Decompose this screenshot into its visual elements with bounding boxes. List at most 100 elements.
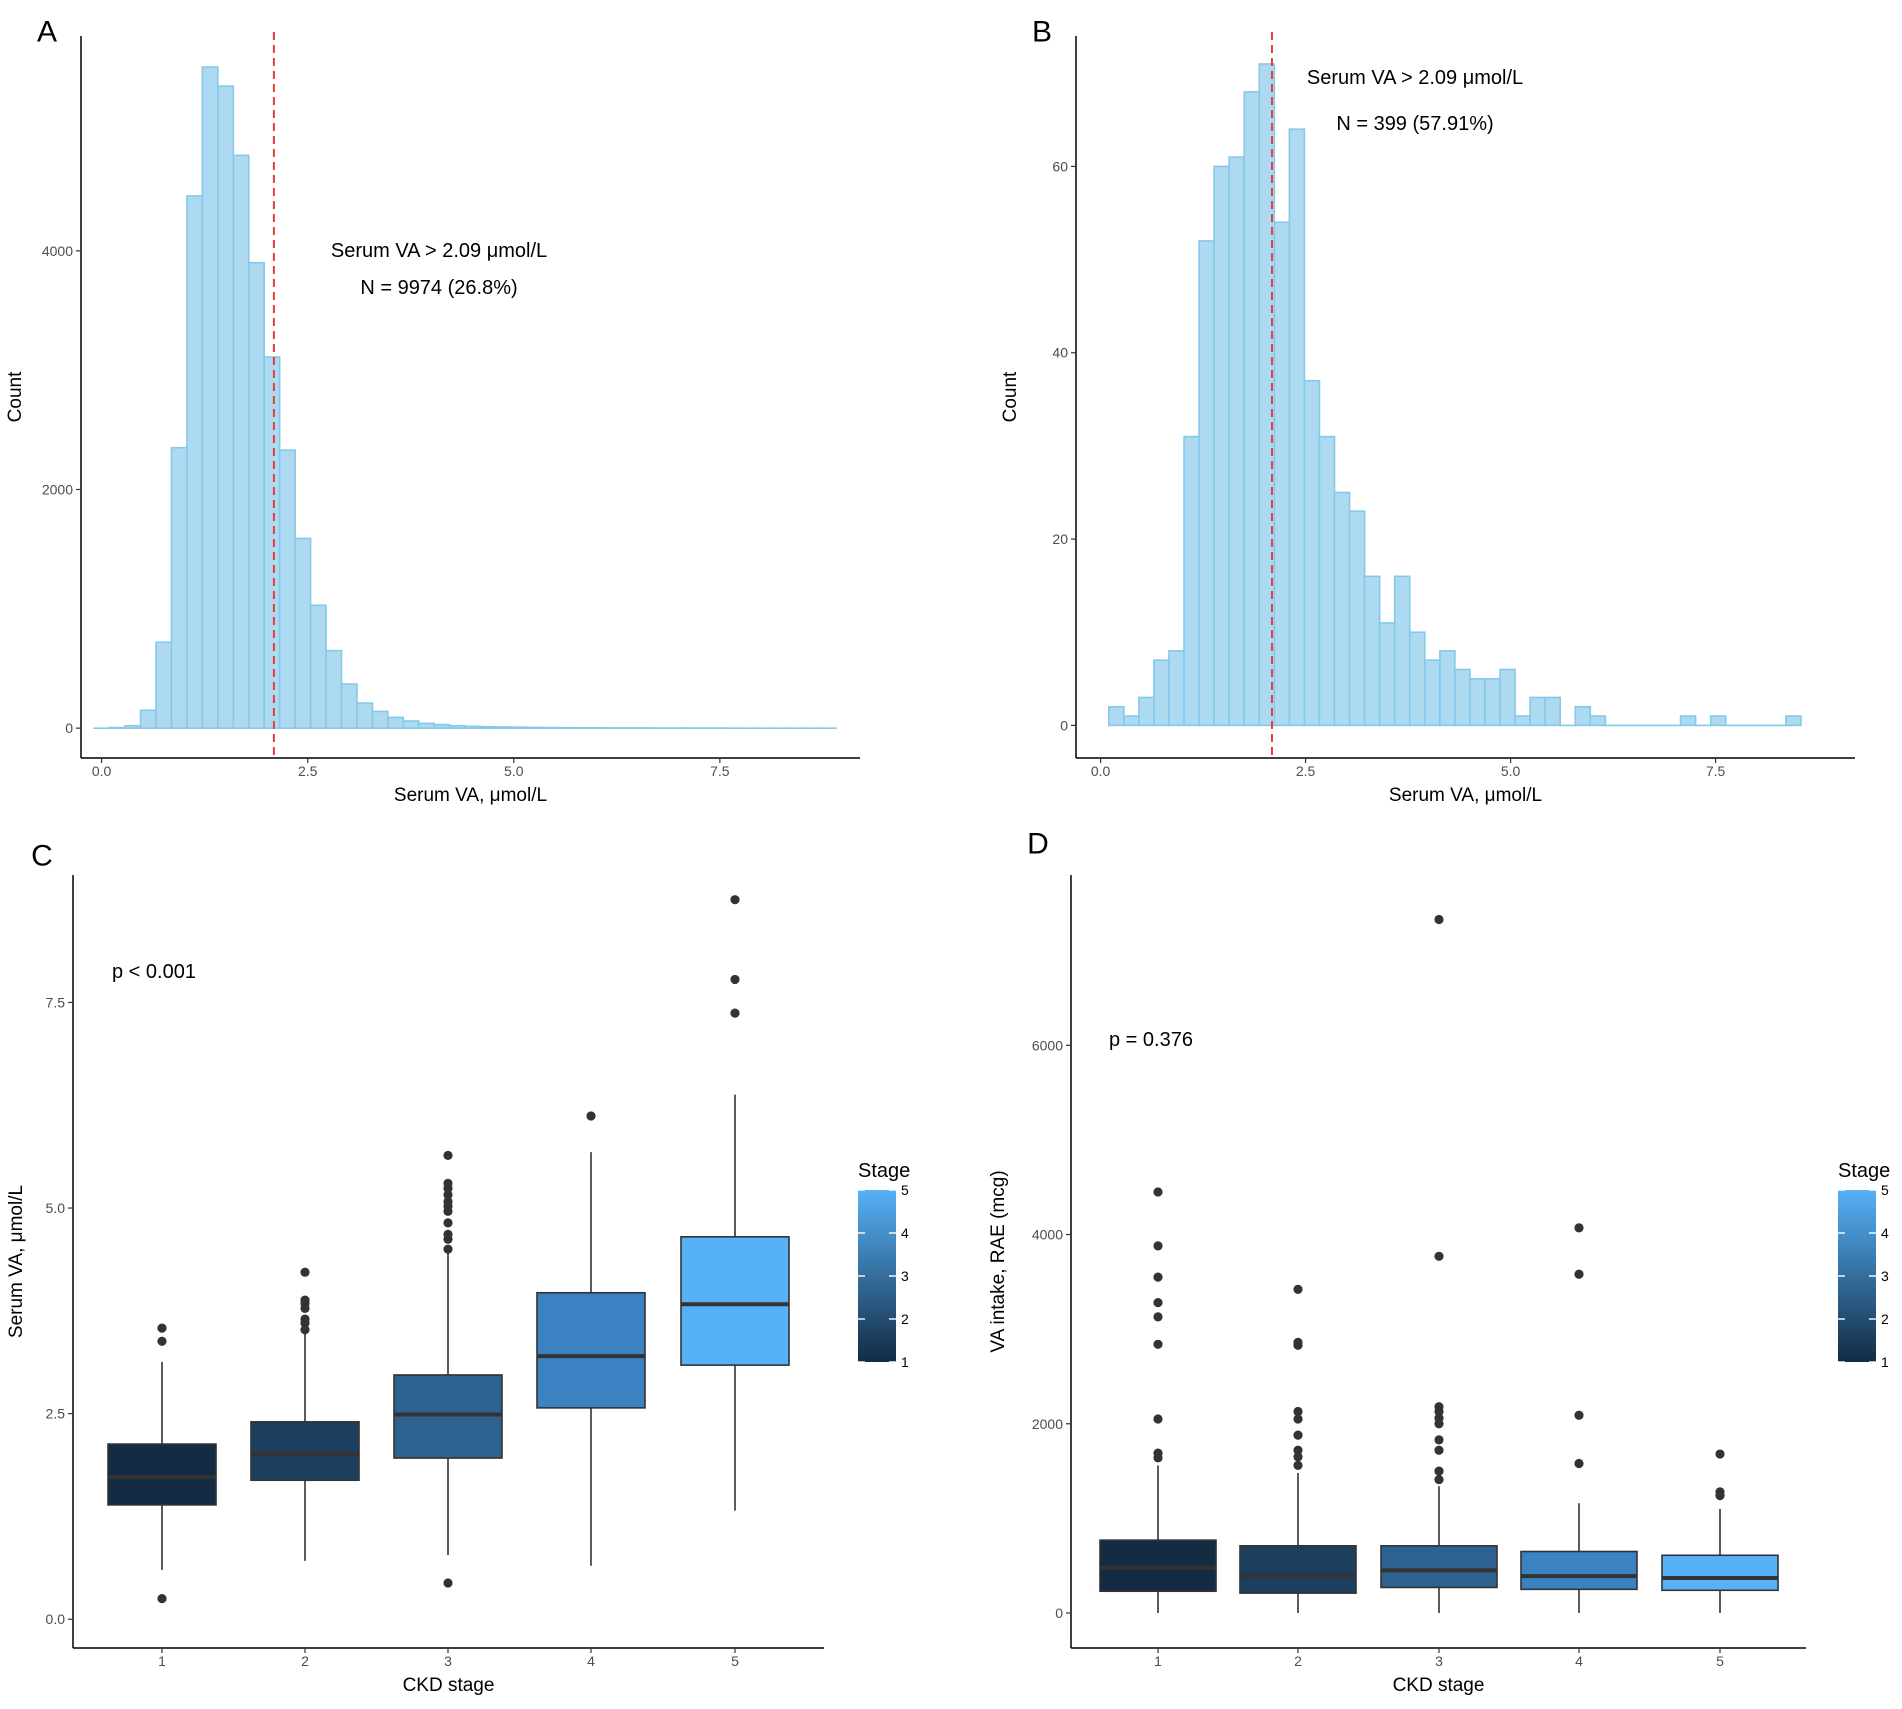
outlier-point (1434, 1435, 1444, 1445)
legend-label: 4 (901, 1225, 909, 1241)
histogram-bar (541, 726, 559, 729)
y-axis-title: Serum VA, μmol/L (6, 1185, 27, 1338)
panel-a-histogram: A 0.0 2.5 5.0 7.5 0 2000 4000 Serum VA, μmol/L Co… (5, 16, 860, 806)
histogram-bar (402, 720, 420, 729)
histogram-bar (201, 66, 219, 729)
annotation-text: Serum VA > 2.09 μmol/L (1307, 67, 1523, 89)
histogram-bar (1183, 435, 1200, 727)
y-tick-label: 2.5 (46, 1406, 66, 1422)
outlier-point (1153, 1312, 1163, 1322)
histogram-bar (1198, 240, 1215, 727)
box-stage-3 (393, 1374, 503, 1459)
histogram-bar (448, 724, 466, 729)
y-tick-label: 0.0 (46, 1611, 66, 1627)
outlier-point (1434, 1474, 1444, 1485)
histogram-bar (1439, 650, 1456, 727)
annotation-text: N = 399 (57.91%) (1336, 113, 1493, 135)
histogram-bar (1393, 575, 1411, 727)
histogram-bar (1288, 128, 1306, 727)
legend-title: Stage (1838, 1160, 1890, 1182)
y-tick-label: 2000 (42, 481, 73, 497)
x-tick-label: 0.0 (92, 763, 112, 779)
histogram-bar (1363, 575, 1381, 727)
y-tick-label: 0 (65, 720, 73, 736)
histogram-bar (247, 261, 266, 729)
histogram-bar (108, 726, 126, 729)
outlier-point (1434, 1402, 1444, 1412)
legend-label: 3 (901, 1268, 909, 1284)
histogram-bar (186, 195, 204, 729)
histogram-bar (325, 649, 343, 729)
outlier-point (443, 1150, 453, 1161)
x-axis-title: CKD stage (1393, 1675, 1485, 1696)
outlier-point (157, 1323, 167, 1333)
x-tick-label: 5.0 (504, 763, 524, 779)
outlier-point (443, 1190, 453, 1200)
outlier-point (1434, 1466, 1444, 1476)
x-tick-label: 2.5 (298, 763, 318, 779)
outlier-point (1153, 1298, 1163, 1308)
outlier-point (1434, 914, 1444, 925)
outlier-point (443, 1244, 453, 1254)
outlier-point (586, 1111, 596, 1121)
histogram-bar (1589, 715, 1607, 727)
histogram-bar (1454, 668, 1471, 727)
histogram-bar (1544, 696, 1562, 727)
box-stage-2 (250, 1421, 360, 1482)
panel-b-histogram: B 0.0 2.5 5.0 7.5 0 20 40 60 Serum VA, μmol/L Coun… (1000, 16, 1855, 806)
histogram-bar (1243, 91, 1261, 727)
y-axis-title: Count (5, 371, 26, 422)
histogram-bar (263, 356, 281, 729)
legend-label: 2 (901, 1311, 909, 1327)
outlier-point (1574, 1223, 1584, 1233)
outlier-point (1293, 1414, 1303, 1424)
histogram-bar (387, 716, 405, 729)
panel-label: A (37, 16, 57, 49)
outlier-point (1293, 1452, 1303, 1462)
histogram-bar (1318, 435, 1336, 727)
x-tick-label: 2.5 (1296, 763, 1316, 779)
histogram-bar (356, 702, 374, 729)
histogram-bar (1499, 668, 1516, 727)
y-tick-label: 4000 (42, 243, 73, 259)
x-tick-label: 5 (1716, 1653, 1724, 1669)
histogram-bar (139, 709, 157, 729)
panel-d-boxplot: D 1 2 3 4 5 0 2000 4000 6000 CKD stage VA intake, R… (988, 828, 1890, 1697)
histogram-bar (294, 537, 312, 729)
y-tick-label: 6000 (1032, 1037, 1063, 1053)
annotation-text: N = 9974 (26.8%) (360, 277, 517, 299)
x-tick-label: 5 (731, 1653, 739, 1669)
y-axis-title: VA intake, RAE (mcg) (988, 1170, 1009, 1352)
outlier-point (1153, 1241, 1163, 1251)
panel-label: C (31, 840, 53, 873)
x-axis-title: Serum VA, μmol/L (1389, 785, 1542, 806)
histogram-bar (479, 725, 497, 729)
outlier-point (1293, 1337, 1303, 1347)
x-tick-label: 7.5 (1706, 763, 1726, 779)
histogram-bar (1574, 705, 1592, 727)
outlier-point (1293, 1460, 1303, 1470)
x-tick-label: 4 (587, 1653, 595, 1669)
outlier-point (1153, 1272, 1163, 1282)
outlier-point (1434, 1413, 1444, 1423)
histogram-bar (371, 710, 389, 729)
legend-label: 4 (1881, 1225, 1889, 1241)
histogram-bar (1213, 165, 1230, 727)
y-tick-label: 2000 (1032, 1416, 1063, 1432)
x-tick-label: 3 (444, 1653, 452, 1669)
legend-label: 5 (1881, 1182, 1889, 1198)
histogram-bar (170, 446, 188, 729)
histogram-bar (1348, 510, 1366, 727)
outlier-point (300, 1267, 310, 1277)
y-tick-label: 40 (1052, 345, 1068, 361)
outlier-point (1715, 1449, 1725, 1459)
outlier-point (1153, 1187, 1163, 1197)
outlier-point (443, 1178, 453, 1188)
histogram-bar (1303, 379, 1321, 727)
x-tick-label: 1 (158, 1653, 166, 1669)
legend-label: 3 (1881, 1268, 1889, 1284)
outlier-point (1574, 1269, 1584, 1279)
outlier-point (1153, 1339, 1163, 1349)
box-stage-1 (107, 1443, 217, 1506)
